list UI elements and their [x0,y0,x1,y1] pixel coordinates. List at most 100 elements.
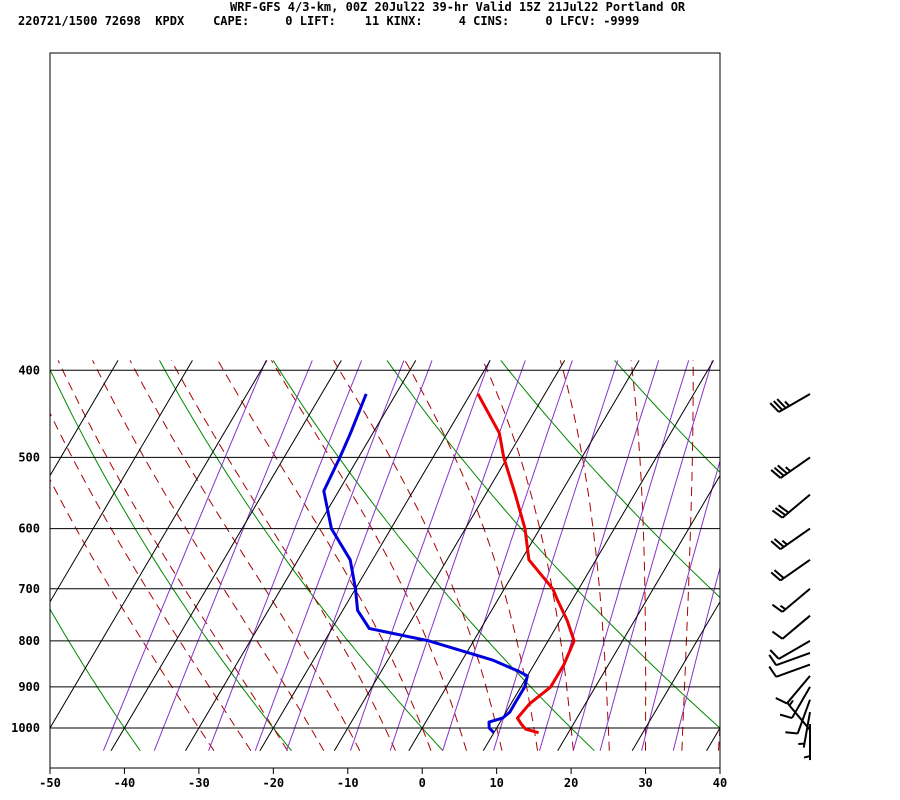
moist-adiabat-line [57,360,288,751]
wind-barb-shaft [786,701,811,731]
y-tick-label: 600 [18,522,40,536]
x-tick-label: 10 [489,776,503,790]
wind-barb-flag [770,540,782,550]
wind-barb-shaft [775,663,811,678]
wind-barb-shaft [802,711,811,748]
wind-barb-flag [773,569,785,579]
wind-barb-flag [769,402,780,413]
plot-frame [49,52,721,769]
x-tick-label: -30 [188,776,210,790]
wind-barb [771,493,811,519]
wind-barb [769,640,811,660]
wind-barb-shaft [779,527,811,551]
y-tick-label: 500 [18,450,40,464]
wind-barb-flag [779,713,793,720]
y-tick-label: 1000 [11,721,40,735]
mixing-ratio-line [672,565,720,751]
mixing-ratio-line [493,360,619,751]
moist-adiabat-line [630,360,647,751]
y-tick-label: 800 [18,634,40,648]
dry-adiabat-line [500,360,720,599]
x-axis-ticks: -50 -40 -30 -20 -10 0 10 20 30 40 [39,768,727,790]
wind-barb [770,559,811,582]
wind-barb-flag [777,504,790,514]
mixing-ratio-line [350,360,491,751]
isotherm-line [110,360,342,752]
moist-adiabat-line [270,360,467,751]
sounding-traces [322,393,576,735]
wind-barb [768,663,811,678]
wind-barb-shaft [779,559,811,582]
wind-barb [785,699,811,735]
wind-barb-shaft [779,456,811,479]
wind-barb-shaft [781,587,811,613]
dry-adiabat-line [728,360,900,750]
wind-barb-shaft [781,614,811,640]
wind-barb-half-flag [781,539,788,546]
wind-barb-shaft [791,686,811,719]
dry-adiabat-line [50,368,292,752]
isotherm-line [482,360,714,752]
moist-adiabat-line [559,360,610,751]
moist-adiabat-line [50,478,215,751]
moist-adiabat-line [217,360,432,751]
isotherm-line [706,727,720,752]
mixing-ratio-line [572,360,690,751]
wind-barb-flag [770,571,782,582]
wind-barb-flag [776,398,787,409]
moist-adiabat-line [170,360,396,751]
x-tick-label: 40 [713,776,727,790]
wind-barb-half-flag [788,699,794,707]
isotherm-line [50,360,193,603]
wind-barb-shaft [778,393,811,413]
wind-barb-half-flag [784,400,790,407]
isotherm-line [185,360,417,752]
isotherm-line [557,474,720,752]
mixing-ratio-line [153,360,313,751]
wind-barb-half-flag [803,755,811,759]
mixing-ratio-lines [102,360,720,751]
wind-barb-flag [775,697,788,705]
x-tick-label: 0 [419,776,426,790]
isotherm-line [631,600,720,752]
wind-barb-flag [771,509,784,519]
mixing-ratio-line [254,360,405,751]
wind-barb [798,711,811,748]
moist-adiabat-line [404,360,539,751]
wind-barb-shaft [796,699,811,734]
moist-adiabats [50,360,720,751]
moist-adiabat-line [92,360,325,751]
moist-adiabat-line [717,721,720,751]
wind-barb [803,724,811,761]
wind-barb-flag [774,507,787,516]
wind-barb-shaft [775,651,811,667]
chart-title: WRF-GFS 4/3-km, 00Z 20Jul22 39-hr Valid … [230,0,686,14]
y-axis-ticks: 400 500 600 700 800 900 1000 [11,363,40,735]
wind-barb [771,614,811,640]
isotherm-line [333,360,566,752]
wind-barb-shaft [778,640,811,660]
isotherm-grid [50,360,720,752]
dry-adiabat-line [614,360,720,474]
isobar-grid [50,369,720,729]
x-tick-label: -10 [337,776,359,790]
wind-barb [769,393,811,413]
wind-barb-flag [770,469,782,479]
mixing-ratio-line [208,360,363,751]
x-tick-label: -50 [39,776,61,790]
mixing-ratio-line [286,360,433,751]
moist-adiabat-line [333,360,503,751]
mixing-ratio-line [539,360,660,751]
wind-barb-flag [773,466,785,477]
dry-adiabat-line [50,608,141,751]
sounding-indices: 220721/1500 72698 KPDX CAPE: 0 LIFT: 11 … [18,14,640,28]
mixing-ratio-line [599,360,713,751]
mixing-ratio-line [389,360,526,751]
wind-barb [786,699,811,731]
isotherm-line [50,360,119,477]
wind-barb-flag [772,400,784,411]
wind-barb-half-flag [779,604,787,611]
moist-adiabat-line [681,360,694,751]
moist-adiabat-line [129,360,361,751]
